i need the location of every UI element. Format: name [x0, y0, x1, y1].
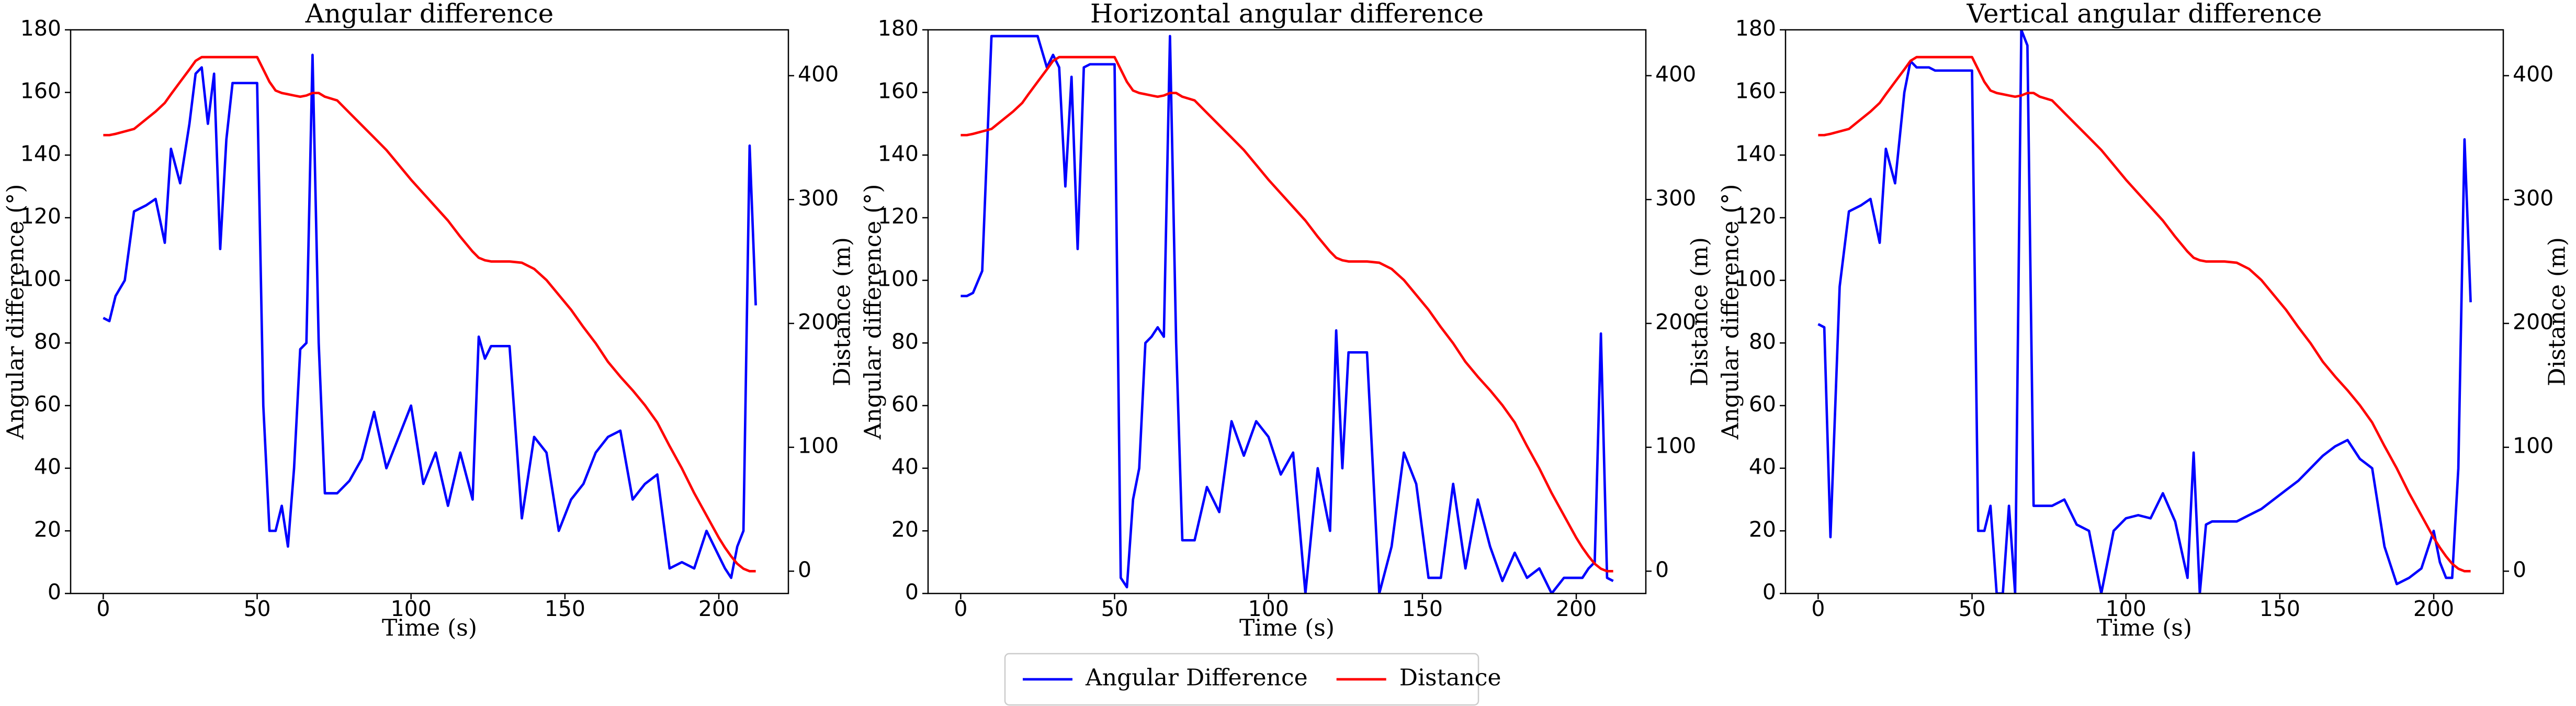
y-tick-label: 100	[1735, 266, 1776, 292]
x-tick-label: 100	[1248, 596, 1289, 621]
plot-frame	[70, 29, 789, 595]
x-tick-label: 150	[2259, 596, 2300, 621]
y-tick-label: 100	[878, 266, 919, 292]
y-tick-label: 20	[1749, 517, 1776, 542]
y-tick-label: 0	[1762, 579, 1776, 604]
x-tick-label: 100	[2106, 596, 2146, 621]
y2-tick-label: 200	[2513, 309, 2554, 334]
y-axis-label: Angular difference (°)	[1718, 184, 1744, 440]
y2-tick-label: 400	[798, 62, 839, 87]
y2-tick-label: 400	[1655, 62, 1696, 87]
x-tick-label: 50	[1101, 596, 1128, 621]
data-line	[961, 55, 1613, 573]
data-line	[103, 55, 756, 573]
data-line	[961, 35, 1614, 593]
y2-axis-label: Distance (m)	[1687, 237, 1713, 386]
x-tick-label: 0	[954, 596, 967, 621]
data-line	[1818, 55, 2471, 573]
y2-tick-label: 100	[798, 433, 839, 458]
y2-tick-label: 100	[2513, 433, 2554, 458]
x-tick-label: 200	[1556, 596, 1597, 621]
y2-tick-label: 300	[1655, 185, 1696, 210]
y-tick-label: 160	[1735, 79, 1776, 104]
y-tick-label: 20	[34, 517, 61, 542]
data-line	[1817, 30, 2472, 593]
chart-title: Horizontal angular difference	[1090, 0, 1484, 29]
y-tick-label: 100	[20, 266, 61, 292]
chart-title: Angular difference	[305, 0, 554, 29]
chart-title: Vertical angular difference	[1966, 0, 2322, 29]
y2-tick-label: 0	[1655, 557, 1669, 582]
y-tick-label: 120	[1735, 204, 1776, 229]
plot-frame	[927, 29, 1647, 595]
y-tick-label: 180	[20, 16, 61, 41]
plot-frame	[1784, 29, 2504, 595]
y-tick-label: 180	[878, 16, 919, 41]
x-axis-label: Time (s)	[1239, 615, 1335, 642]
y-tick-label: 60	[34, 391, 61, 417]
y-tick-label: 60	[891, 391, 919, 417]
x-tick-label: 150	[1402, 596, 1443, 621]
y-tick-label: 120	[20, 204, 61, 229]
chart: Horizontal angular difference 0 50 100 150 20…	[860, 0, 1713, 642]
data-line	[103, 53, 757, 579]
y-tick-label: 140	[878, 141, 919, 166]
y2-axis-label: Distance (m)	[2544, 237, 2571, 386]
legend-label: Angular Difference	[1085, 665, 1308, 691]
legend-box	[1004, 653, 1479, 706]
x-tick-label: 0	[96, 596, 110, 621]
y-tick-label: 160	[878, 79, 919, 104]
legend-label: Distance	[1399, 665, 1501, 691]
y-tick-label: 160	[20, 79, 61, 104]
y-tick-label: 20	[891, 517, 919, 542]
y-axis-label: Angular difference (°)	[3, 184, 29, 440]
y-tick-label: 140	[20, 141, 61, 166]
y2-axis-label: Distance (m)	[829, 237, 856, 386]
y2-tick-label: 100	[1655, 433, 1696, 458]
x-tick-label: 50	[1958, 596, 1985, 621]
y2-tick-label: 300	[2513, 185, 2554, 210]
y-tick-label: 140	[1735, 141, 1776, 166]
y-tick-label: 60	[1749, 391, 1776, 417]
y-tick-label: 180	[1735, 16, 1776, 41]
y2-tick-label: 0	[798, 557, 811, 582]
y-tick-label: 0	[48, 579, 61, 604]
legend: Angular Difference Distance	[1004, 653, 1501, 706]
y-tick-label: 40	[891, 454, 919, 479]
x-tick-label: 200	[698, 596, 739, 621]
x-tick-label: 0	[1811, 596, 1825, 621]
y-tick-label: 80	[34, 329, 61, 354]
chart: Angular difference 0 50 100 150 200 0 20 40 60 80 1…	[3, 0, 856, 642]
y-tick-label: 40	[1749, 454, 1776, 479]
y2-tick-label: 200	[798, 309, 839, 334]
y2-tick-label: 400	[2513, 62, 2554, 87]
x-axis-label: Time (s)	[2097, 615, 2192, 642]
x-tick-label: 150	[545, 596, 585, 621]
y-tick-label: 80	[1749, 329, 1776, 354]
y2-tick-label: 200	[1655, 309, 1696, 334]
y-tick-label: 80	[891, 329, 919, 354]
x-tick-label: 50	[243, 596, 270, 621]
y2-tick-label: 300	[798, 185, 839, 210]
y-axis-label: Angular difference (°)	[860, 184, 887, 440]
x-axis-label: Time (s)	[382, 615, 477, 642]
y2-tick-label: 0	[2513, 557, 2526, 582]
y-tick-label: 0	[905, 579, 919, 604]
y-tick-label: 40	[34, 454, 61, 479]
y-tick-label: 120	[878, 204, 919, 229]
x-tick-label: 100	[391, 596, 432, 621]
x-tick-label: 200	[2413, 596, 2454, 621]
